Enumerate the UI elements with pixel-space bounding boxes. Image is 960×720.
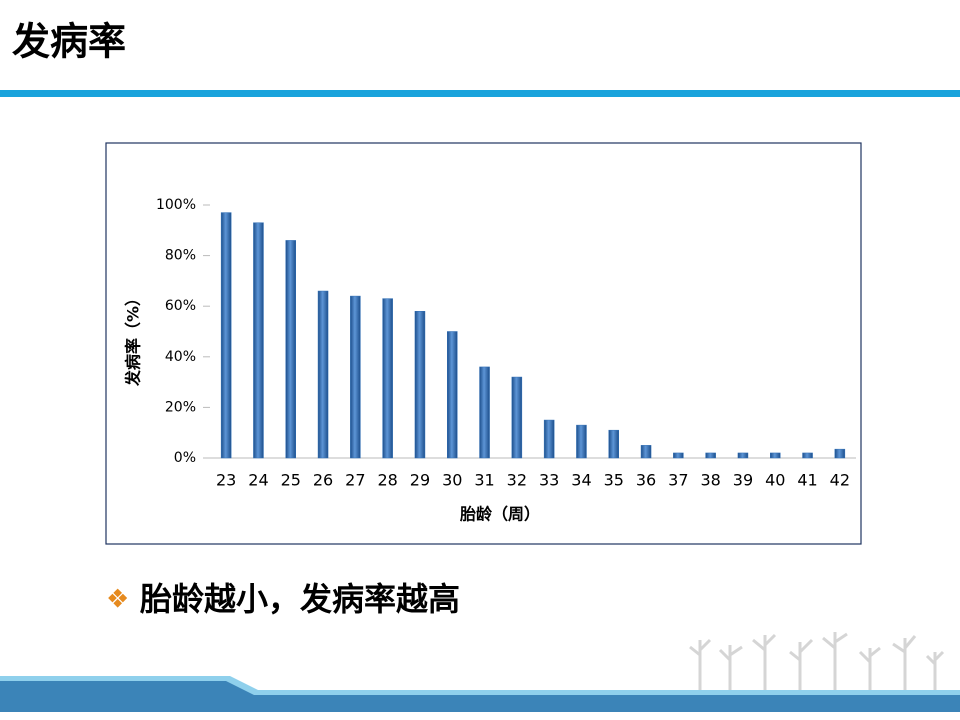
bar bbox=[737, 452, 749, 459]
bar bbox=[285, 240, 296, 459]
x-tick-label: 40 bbox=[765, 471, 785, 490]
x-tick-label: 28 bbox=[377, 471, 397, 490]
footer-band-dark bbox=[0, 681, 960, 712]
slide-title: 发病率 bbox=[12, 20, 126, 64]
x-tick-label: 36 bbox=[636, 471, 656, 490]
x-tick-label: 25 bbox=[281, 471, 301, 490]
plot: 0% 20% 40% 60% 80% 100% 23 24 25 26 27 28 29 30 31 32 33… bbox=[156, 197, 856, 490]
x-tick-label: 27 bbox=[345, 471, 365, 490]
bar bbox=[576, 424, 587, 459]
bar bbox=[640, 445, 652, 459]
bar bbox=[253, 222, 264, 459]
bar bbox=[543, 419, 555, 459]
bar bbox=[608, 429, 619, 459]
x-tick-label: 37 bbox=[668, 471, 688, 490]
y-tick-label: 60% bbox=[165, 298, 196, 314]
title-rule bbox=[0, 90, 960, 97]
x-tick-label: 33 bbox=[539, 471, 559, 490]
x-tick-label: 38 bbox=[700, 471, 720, 490]
y-tick-label: 80% bbox=[165, 248, 196, 264]
x-tick-label: 24 bbox=[248, 471, 268, 490]
bar bbox=[479, 366, 490, 459]
x-tick-label: 29 bbox=[410, 471, 430, 490]
bar bbox=[511, 376, 523, 459]
bar bbox=[673, 452, 684, 459]
y-axis-label: 发病率（%） bbox=[124, 290, 143, 387]
y-tick-label: 20% bbox=[165, 399, 196, 415]
x-tick-label: 30 bbox=[442, 471, 462, 490]
x-tick-label: 39 bbox=[733, 471, 753, 490]
bar bbox=[317, 290, 329, 459]
bar bbox=[447, 331, 458, 459]
x-tick-label: 31 bbox=[474, 471, 494, 490]
bar bbox=[350, 295, 361, 459]
x-tick-label: 26 bbox=[313, 471, 333, 490]
chart-frame bbox=[105, 142, 862, 545]
y-tick-label: 0% bbox=[174, 450, 196, 466]
plant-decoration bbox=[689, 632, 945, 690]
bar bbox=[834, 448, 846, 459]
bullet-text: 胎龄越小，发病率越高 bbox=[139, 580, 460, 618]
x-tick-label: 32 bbox=[507, 471, 527, 490]
x-axis-label: 胎龄（周） bbox=[460, 505, 540, 524]
bar bbox=[705, 452, 716, 459]
y-tick-label: 100% bbox=[156, 197, 196, 213]
x-tick-label: 42 bbox=[830, 471, 850, 490]
bullet-icon: ❖ bbox=[106, 585, 129, 615]
bar bbox=[220, 212, 232, 459]
x-tick-label: 41 bbox=[797, 471, 817, 490]
bar bbox=[414, 311, 426, 459]
x-tick-label: 23 bbox=[216, 471, 236, 490]
y-tick-label: 40% bbox=[165, 349, 196, 365]
bar bbox=[382, 298, 393, 459]
bar bbox=[802, 452, 813, 459]
bar bbox=[770, 452, 781, 459]
x-tick-label: 35 bbox=[604, 471, 624, 490]
x-tick-label: 34 bbox=[571, 471, 591, 490]
